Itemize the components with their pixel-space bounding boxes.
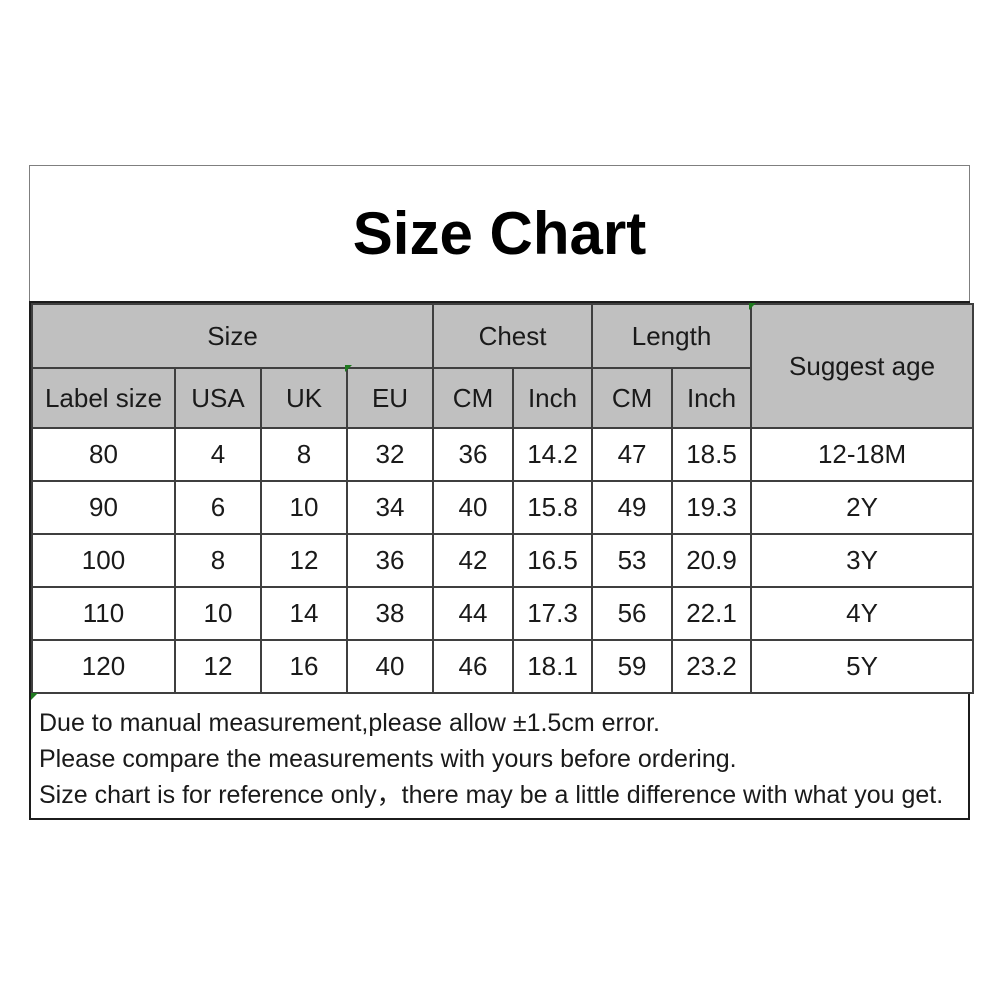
table-cell: 17.3 xyxy=(512,586,594,641)
table-cell: 10 xyxy=(174,586,262,641)
note-line: Due to manual measurement,please allow ±… xyxy=(39,709,660,737)
table-cell: 18.5 xyxy=(671,427,753,482)
table-cell: 12-18M xyxy=(750,427,975,482)
column-header-eu: EU xyxy=(345,367,435,429)
table-cell: 10 xyxy=(260,480,348,535)
table-cell: 120 xyxy=(31,639,176,694)
header-group-chest: Chest xyxy=(432,303,594,369)
table-cell: 14 xyxy=(260,586,348,641)
table-cell: 8 xyxy=(260,427,348,482)
size-table: Size Chest Length Suggest age Label size… xyxy=(30,303,975,694)
table-cell: 4Y xyxy=(750,586,975,641)
title-area: Size Chart xyxy=(30,166,969,301)
table-cell: 12 xyxy=(174,639,262,694)
table-cell: 2Y xyxy=(750,480,975,535)
table-cell: 4 xyxy=(174,427,262,482)
table-cell: 36 xyxy=(432,427,515,482)
table-zone: Size Chest Length Suggest age Label size… xyxy=(29,301,975,820)
table-cell: 90 xyxy=(31,480,176,535)
column-header-uk: UK xyxy=(260,367,348,429)
table-cell: 49 xyxy=(591,480,674,535)
size-table-body: 80 4 8 32 36 14.2 47 18.5 12-18M 90 6 10 34 40 15.8 49 1… xyxy=(31,427,975,694)
column-header-length-cm: CM xyxy=(591,367,674,429)
column-header-usa: USA xyxy=(174,367,262,429)
table-cell: 12 xyxy=(260,533,348,588)
table-cell: 59 xyxy=(591,639,674,694)
note-line: Size chart is for reference only，there m… xyxy=(39,781,944,809)
size-chart-sheet: Size Chart Size Chest Length Suggest age… xyxy=(29,165,975,820)
disclaimer-notes: Due to manual measurement,please allow ±… xyxy=(31,693,968,818)
page-title: Size Chart xyxy=(352,200,647,267)
table-cell: 22.1 xyxy=(671,586,753,641)
table-row: 110 10 14 38 44 17.3 56 22.1 4Y xyxy=(31,586,975,641)
column-header-length-inch: Inch xyxy=(671,367,753,429)
table-row: 120 12 16 40 46 18.1 59 23.2 5Y xyxy=(31,639,975,694)
cell-corner-flag-icon xyxy=(31,693,38,700)
table-cell: 100 xyxy=(31,533,176,588)
table-cell: 18.1 xyxy=(512,639,594,694)
table-row: 80 4 8 32 36 14.2 47 18.5 12-18M xyxy=(31,427,975,482)
table-cell: 16 xyxy=(260,639,348,694)
table-cell: 20.9 xyxy=(671,533,753,588)
table-cell: 3Y xyxy=(750,533,975,588)
table-cell: 40 xyxy=(432,480,515,535)
table-row: 100 8 12 36 42 16.5 53 20.9 3Y xyxy=(31,533,975,588)
header-column-row: Label size USA UK EU CM Inch CM Inch xyxy=(31,367,973,429)
table-cell: 19.3 xyxy=(671,480,753,535)
table-cell: 38 xyxy=(345,586,435,641)
table-cell: 40 xyxy=(345,639,435,694)
header-group-row: Size Chest Length Suggest age xyxy=(30,303,975,429)
column-header-chest-inch: Inch xyxy=(512,367,594,429)
header-group-size: Size xyxy=(30,303,435,369)
cell-corner-flag-icon xyxy=(749,303,756,310)
table-cell: 6 xyxy=(174,480,262,535)
table-cell: 14.2 xyxy=(512,427,594,482)
table-cell: 44 xyxy=(432,586,515,641)
table-cell: 32 xyxy=(345,427,435,482)
table-cell: 110 xyxy=(31,586,176,641)
table-cell: 15.8 xyxy=(512,480,594,535)
header-group-length: Length xyxy=(591,303,753,369)
cell-corner-flag-icon xyxy=(345,365,352,372)
column-header-chest-cm: CM xyxy=(432,367,515,429)
table-cell: 47 xyxy=(591,427,674,482)
table-cell: 16.5 xyxy=(512,533,594,588)
table-cell: 36 xyxy=(345,533,435,588)
table-cell: 46 xyxy=(432,639,515,694)
table-cell: 8 xyxy=(174,533,262,588)
table-cell: 23.2 xyxy=(671,639,753,694)
header-group-suggest-age: Suggest age xyxy=(750,303,975,429)
table-cell: 5Y xyxy=(750,639,975,694)
table-cell: 42 xyxy=(432,533,515,588)
note-line: Please compare the measurements with you… xyxy=(39,745,737,773)
table-cell: 53 xyxy=(591,533,674,588)
table-row: 90 6 10 34 40 15.8 49 19.3 2Y xyxy=(31,480,975,535)
table-cell: 34 xyxy=(345,480,435,535)
column-header-label-size: Label size xyxy=(31,367,176,429)
table-cell: 80 xyxy=(31,427,176,482)
table-cell: 56 xyxy=(591,586,674,641)
